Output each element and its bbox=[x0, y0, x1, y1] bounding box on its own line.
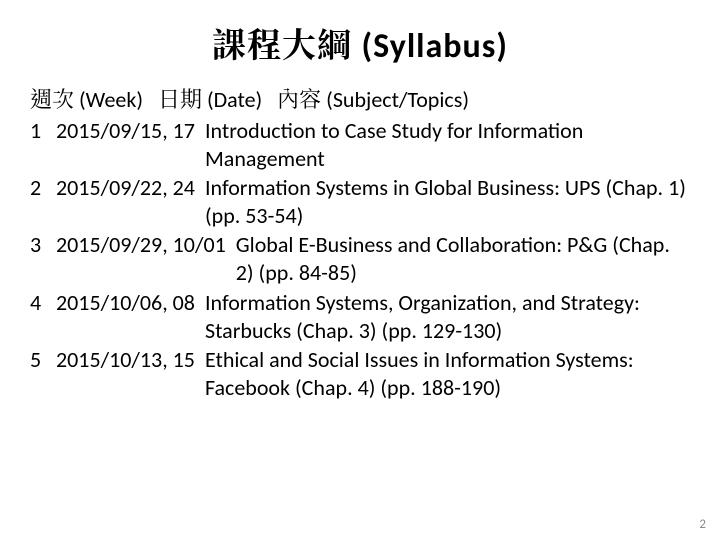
col-subject-cjk: 內容 bbox=[277, 83, 321, 114]
week-date: 2015/10/06, 08 bbox=[56, 289, 205, 317]
table-row: 4 2015/10/06, 08 Information Systems, Or… bbox=[30, 289, 690, 345]
week-number: 2 bbox=[30, 174, 56, 202]
week-number: 3 bbox=[30, 231, 56, 259]
table-row: 2 2015/09/22, 24 Information Systems in … bbox=[30, 174, 690, 230]
week-number: 1 bbox=[30, 117, 56, 145]
week-topic: Introduction to Case Study for Informati… bbox=[205, 117, 690, 173]
col-date-cjk: 日期 bbox=[158, 83, 202, 114]
week-number: 5 bbox=[30, 346, 56, 374]
table-row: 1 2015/09/15, 17 Introduction to Case St… bbox=[30, 117, 690, 173]
col-date-en: (Date) bbox=[207, 86, 262, 113]
title-en: (Syllabus) bbox=[362, 26, 508, 67]
title-cjk: 課程大綱 bbox=[212, 18, 352, 67]
week-date: 2015/10/13, 15 bbox=[56, 346, 205, 374]
col-week-en: (Week) bbox=[79, 86, 143, 113]
week-topic: Ethical and Social Issues in Information… bbox=[205, 346, 690, 402]
week-topic: Information Systems, Organization, and S… bbox=[205, 289, 690, 345]
col-week-cjk: 週次 bbox=[30, 83, 74, 114]
syllabus-slide: 課程大綱 (Syllabus) 週次 (Week) 日期 (Date) 內容 (… bbox=[0, 0, 720, 540]
syllabus-rows: 1 2015/09/15, 17 Introduction to Case St… bbox=[30, 117, 690, 403]
week-number: 4 bbox=[30, 289, 56, 317]
week-topic: Information Systems in Global Business: … bbox=[205, 174, 690, 230]
page-number: 2 bbox=[699, 517, 706, 532]
table-row: 5 2015/10/13, 15 Ethical and Social Issu… bbox=[30, 346, 690, 402]
column-header: 週次 (Week) 日期 (Date) 內容 (Subject/Topics) bbox=[30, 85, 690, 115]
week-topic: Global E-Business and Collaboration: P&G… bbox=[236, 231, 690, 287]
week-date: 2015/09/15, 17 bbox=[56, 117, 205, 145]
slide-title: 課程大綱 (Syllabus) bbox=[30, 18, 690, 67]
week-date: 2015/09/29, 10/01 bbox=[56, 231, 236, 259]
week-date: 2015/09/22, 24 bbox=[56, 174, 205, 202]
table-row: 3 2015/09/29, 10/01 Global E-Business an… bbox=[30, 231, 690, 287]
col-subject-en: (Subject/Topics) bbox=[326, 86, 469, 113]
